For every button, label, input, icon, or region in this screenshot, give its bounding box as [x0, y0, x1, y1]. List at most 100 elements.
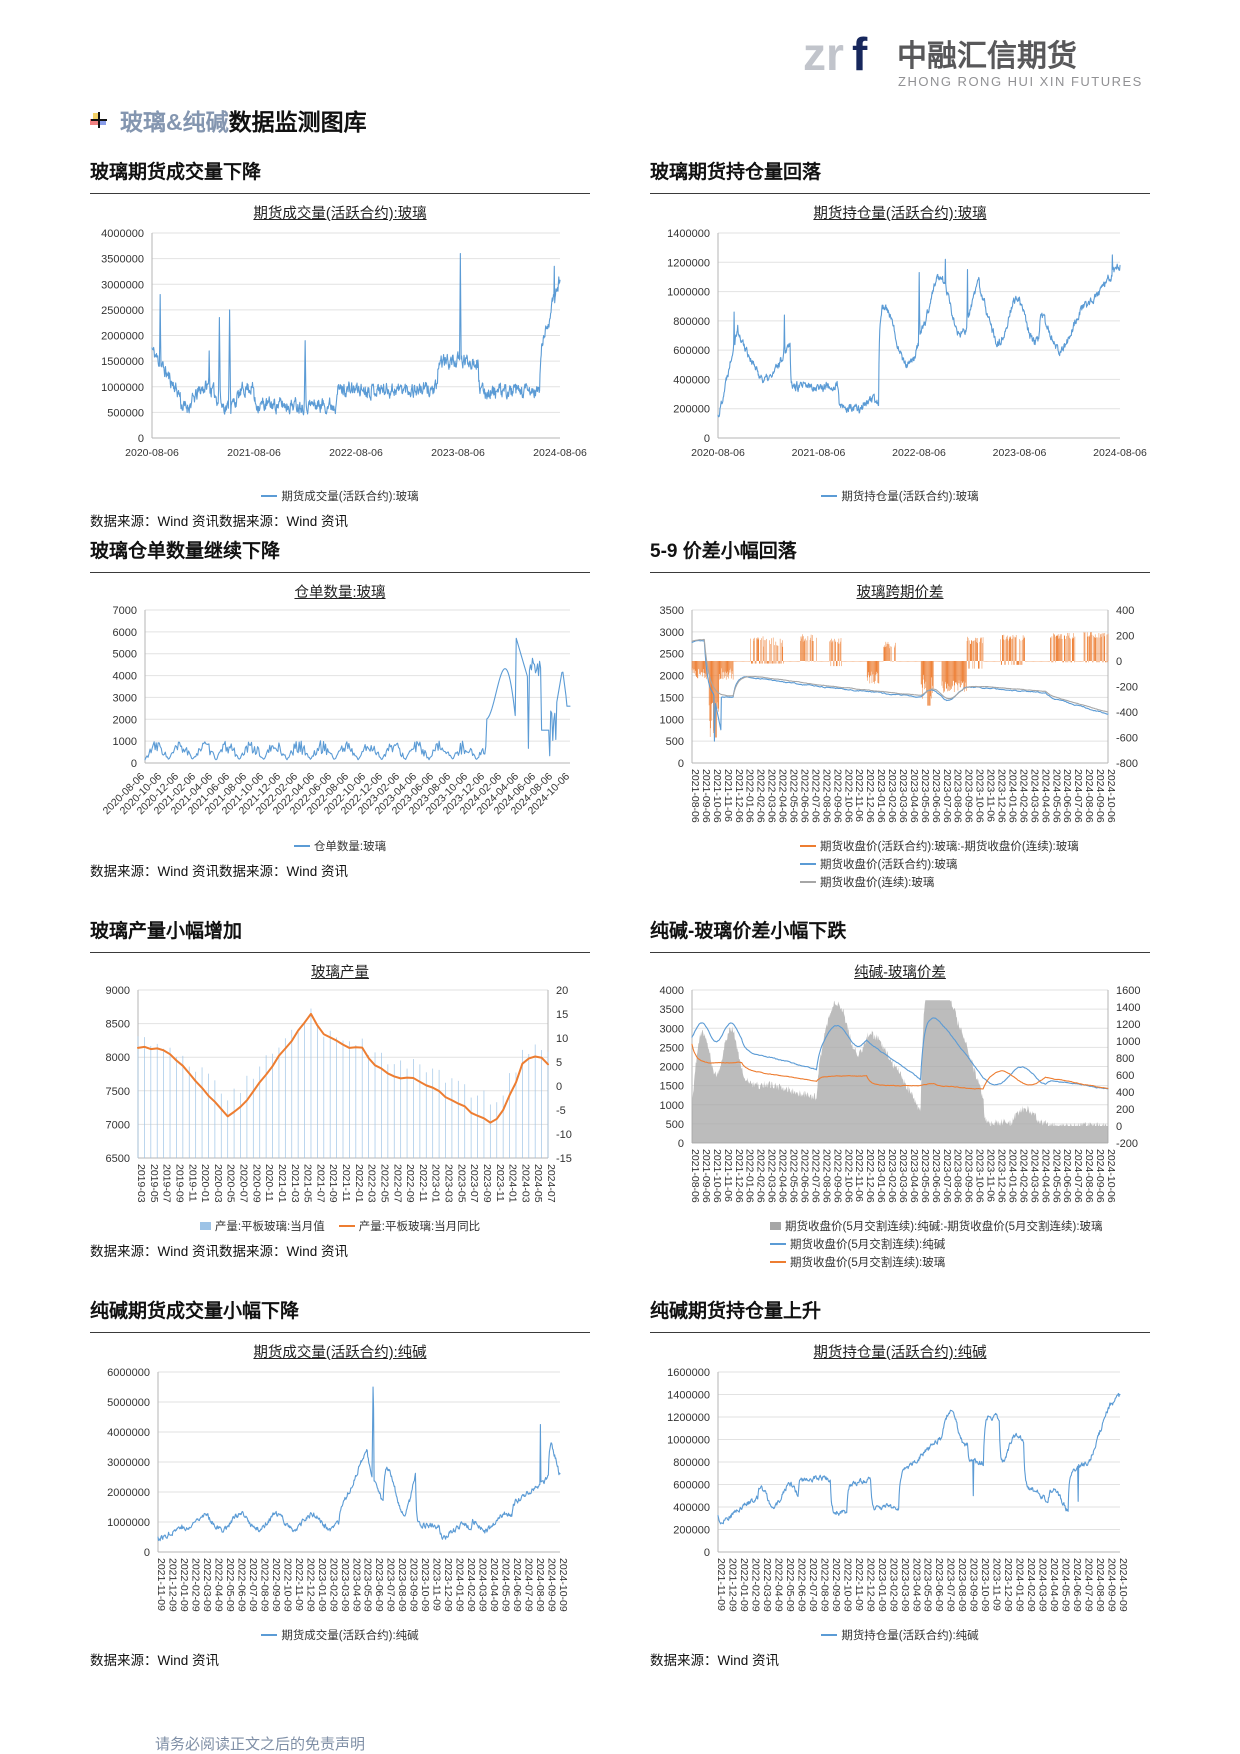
- svg-text:6000000: 6000000: [107, 1367, 150, 1379]
- svg-text:2022-09-09: 2022-09-09: [270, 1558, 282, 1612]
- svg-text:2023-07-06: 2023-07-06: [941, 769, 953, 823]
- svg-text:200000: 200000: [673, 404, 710, 416]
- svg-text:4000: 4000: [660, 985, 684, 997]
- svg-text:2021-08-06: 2021-08-06: [227, 447, 281, 459]
- svg-text:2020-11: 2020-11: [263, 1164, 275, 1202]
- svg-text:2024-09-06: 2024-09-06: [1094, 769, 1106, 823]
- svg-text:2023-12-09: 2023-12-09: [1002, 1558, 1014, 1612]
- svg-text:2021-08-06: 2021-08-06: [689, 1149, 701, 1203]
- svg-text:2023-02-09: 2023-02-09: [327, 1558, 339, 1612]
- svg-text:2024-08-09: 2024-08-09: [534, 1558, 546, 1612]
- svg-text:2024-07-06: 2024-07-06: [1072, 1149, 1084, 1203]
- svg-text:2022-05: 2022-05: [378, 1164, 390, 1203]
- svg-text:-200: -200: [1116, 682, 1138, 694]
- svg-text:2000: 2000: [660, 1062, 684, 1074]
- svg-text:-200: -200: [1116, 1138, 1138, 1150]
- svg-text:2023-09-09: 2023-09-09: [408, 1558, 420, 1612]
- svg-text:2021-07: 2021-07: [314, 1164, 326, 1203]
- svg-text:2021-11: 2021-11: [340, 1164, 352, 1202]
- svg-text:2024-05-09: 2024-05-09: [500, 1558, 512, 1612]
- svg-text:2000: 2000: [660, 671, 684, 683]
- svg-text:2500: 2500: [660, 1042, 684, 1054]
- svg-text:2021-09-06: 2021-09-06: [700, 769, 712, 823]
- svg-text:2022-01-06: 2022-01-06: [744, 1149, 756, 1203]
- svg-text:2022-11-06: 2022-11-06: [853, 769, 865, 822]
- svg-text:2023-11-06: 2023-11-06: [985, 1149, 997, 1202]
- svg-text:2021-11-06: 2021-11-06: [722, 1149, 734, 1202]
- svg-text:2024-06-09: 2024-06-09: [1071, 1558, 1083, 1612]
- svg-text:2024-04-09: 2024-04-09: [1048, 1558, 1060, 1612]
- svg-text:2020-01: 2020-01: [199, 1164, 211, 1203]
- svg-text:2022-02-09: 2022-02-09: [189, 1558, 201, 1612]
- svg-text:2023-07: 2023-07: [468, 1164, 480, 1203]
- svg-text:2024-03: 2024-03: [519, 1164, 531, 1203]
- svg-text:2000000: 2000000: [101, 331, 144, 343]
- svg-text:2023-03-09: 2023-03-09: [899, 1558, 911, 1612]
- svg-text:2022-06-06: 2022-06-06: [798, 769, 810, 823]
- svg-text:2022-01-09: 2022-01-09: [178, 1558, 190, 1612]
- svg-text:2022-09-06: 2022-09-06: [831, 1149, 843, 1203]
- svg-text:2024-08-06: 2024-08-06: [533, 447, 587, 459]
- svg-text:2023-07-09: 2023-07-09: [945, 1558, 957, 1612]
- svg-text:2022-05-06: 2022-05-06: [788, 769, 800, 823]
- svg-text:2020-07: 2020-07: [238, 1164, 250, 1203]
- svg-text:2024-10-09: 2024-10-09: [1117, 1558, 1129, 1612]
- svg-text:2024-09-09: 2024-09-09: [1106, 1558, 1118, 1612]
- svg-text:2024-05-06: 2024-05-06: [1050, 769, 1062, 823]
- svg-text:2022-07-06: 2022-07-06: [809, 1149, 821, 1203]
- svg-text:2024-01-09: 2024-01-09: [454, 1558, 466, 1612]
- svg-text:2022-02-06: 2022-02-06: [755, 1149, 767, 1203]
- svg-text:2022-01-09: 2022-01-09: [738, 1558, 750, 1612]
- svg-text:2021-03: 2021-03: [289, 1164, 301, 1203]
- svg-text:2019-03: 2019-03: [135, 1164, 147, 1203]
- svg-text:2023-08-06: 2023-08-06: [952, 769, 964, 823]
- svg-text:1000000: 1000000: [107, 1517, 150, 1529]
- svg-text:2024-04-06: 2024-04-06: [1039, 769, 1051, 823]
- svg-text:2023-02-09: 2023-02-09: [887, 1558, 899, 1612]
- svg-text:4000: 4000: [113, 671, 137, 683]
- svg-text:2024-07-09: 2024-07-09: [523, 1558, 535, 1612]
- svg-text:2021-10-06: 2021-10-06: [711, 769, 723, 823]
- svg-text:2022-02-06: 2022-02-06: [755, 769, 767, 823]
- svg-text:zr: zr: [803, 28, 844, 80]
- svg-text:2024-06-06: 2024-06-06: [1061, 1149, 1073, 1203]
- svg-text:2024-06-06: 2024-06-06: [1061, 769, 1073, 823]
- svg-text:2023-11-09: 2023-11-09: [991, 1558, 1003, 1611]
- svg-text:2023-06-06: 2023-06-06: [930, 1149, 942, 1203]
- svg-text:1500: 1500: [660, 1081, 684, 1093]
- svg-text:2024-09-09: 2024-09-09: [546, 1558, 558, 1612]
- svg-text:2022-06-09: 2022-06-09: [235, 1558, 247, 1612]
- svg-text:1000000: 1000000: [667, 1435, 710, 1447]
- svg-text:2021-09: 2021-09: [327, 1164, 339, 1203]
- svg-text:2022-09-06: 2022-09-06: [831, 769, 843, 823]
- svg-text:2024-02-09: 2024-02-09: [1025, 1558, 1037, 1612]
- svg-text:2024-01-09: 2024-01-09: [1014, 1558, 1026, 1612]
- svg-text:2023-09-06: 2023-09-06: [963, 769, 975, 823]
- svg-text:2021-12-09: 2021-12-09: [726, 1558, 738, 1612]
- svg-text:2022-12-09: 2022-12-09: [864, 1558, 876, 1612]
- svg-text:2024-05: 2024-05: [532, 1164, 544, 1203]
- svg-text:2022-04-09: 2022-04-09: [772, 1558, 784, 1612]
- svg-text:2021-11-09: 2021-11-09: [155, 1558, 167, 1611]
- svg-text:2021-12-09: 2021-12-09: [166, 1558, 178, 1612]
- svg-text:20: 20: [556, 985, 568, 997]
- svg-text:3500: 3500: [660, 1004, 684, 1016]
- svg-text:3000: 3000: [113, 692, 137, 704]
- svg-text:2022-03: 2022-03: [366, 1164, 378, 1203]
- svg-text:500: 500: [666, 1119, 684, 1131]
- svg-text:2022-11-09: 2022-11-09: [293, 1558, 305, 1611]
- svg-text:2022-08-06: 2022-08-06: [329, 447, 383, 459]
- svg-text:2023-03-09: 2023-03-09: [339, 1558, 351, 1612]
- svg-text:2021-12-06: 2021-12-06: [733, 769, 745, 823]
- svg-text:200000: 200000: [673, 1525, 710, 1537]
- svg-text:0: 0: [678, 758, 684, 770]
- svg-text:2024-03-09: 2024-03-09: [1037, 1558, 1049, 1612]
- svg-text:2024-08-06: 2024-08-06: [1083, 1149, 1095, 1203]
- svg-text:0: 0: [704, 1547, 710, 1559]
- svg-text:2022-06-06: 2022-06-06: [798, 1149, 810, 1203]
- svg-text:2024-03-06: 2024-03-06: [1028, 1149, 1040, 1203]
- svg-text:2024-05-09: 2024-05-09: [1060, 1558, 1072, 1612]
- svg-text:7000: 7000: [113, 605, 137, 617]
- svg-text:2500: 2500: [660, 649, 684, 661]
- svg-text:2021-08-06: 2021-08-06: [689, 769, 701, 823]
